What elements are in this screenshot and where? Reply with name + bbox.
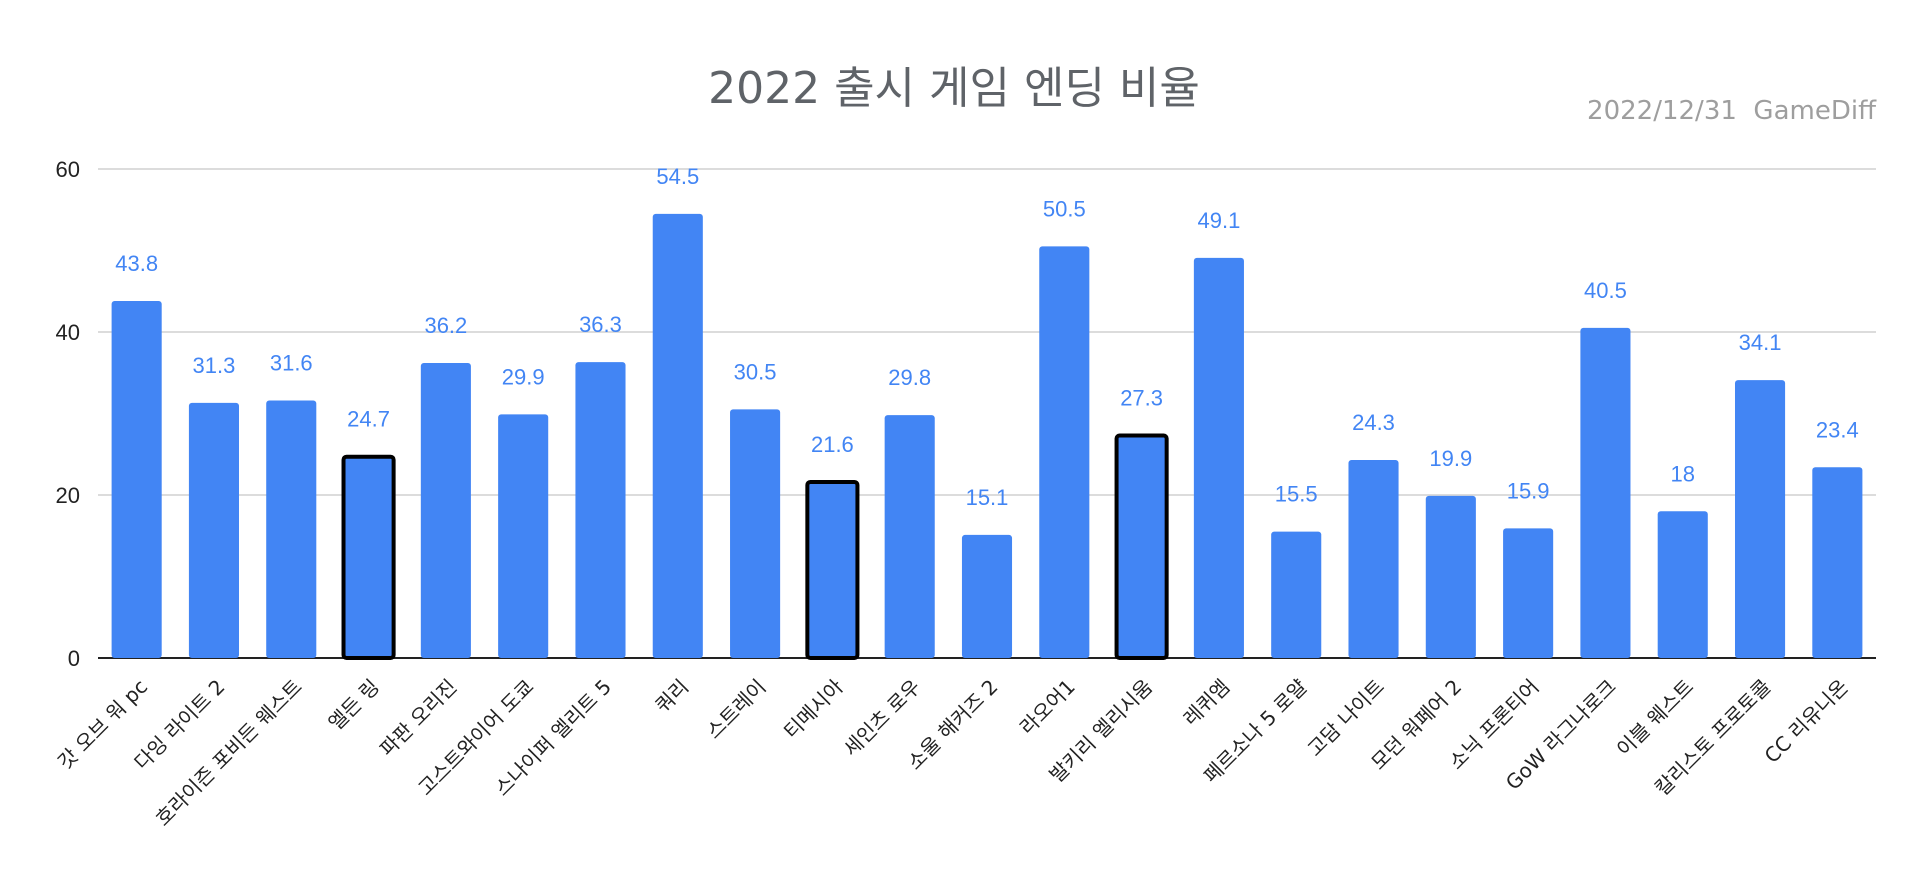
- data-label: 36.2: [424, 313, 467, 338]
- data-label: 43.8: [115, 251, 158, 276]
- data-label: 54.5: [656, 164, 699, 189]
- data-label: 24.3: [1352, 410, 1395, 435]
- data-label: 50.5: [1043, 196, 1086, 221]
- bar: [1425, 495, 1476, 658]
- x-tick-label: 스트레이: [702, 675, 771, 744]
- bar: [1812, 467, 1863, 658]
- x-tick-label: 쿼리: [650, 675, 693, 718]
- x-tick-label: CC 리유니온: [1760, 675, 1853, 768]
- bar: [420, 362, 471, 658]
- data-label: 15.1: [966, 485, 1009, 510]
- y-tick-label: 20: [56, 483, 80, 508]
- bar: [188, 402, 240, 658]
- data-label: 18: [1670, 461, 1694, 486]
- data-label: 49.1: [1197, 208, 1240, 233]
- data-label: 40.5: [1584, 278, 1627, 303]
- x-tick-label: 레퀴엠: [1178, 675, 1234, 731]
- y-tick-label: 40: [56, 320, 80, 345]
- bar: [1271, 531, 1322, 658]
- bar-layer: [111, 213, 1863, 660]
- data-label: 24.7: [347, 407, 390, 432]
- data-label: 31.6: [270, 350, 313, 375]
- data-label: 34.1: [1739, 330, 1782, 355]
- bar-highlighted: [805, 479, 860, 660]
- data-label: 19.9: [1429, 446, 1472, 471]
- bar: [730, 409, 781, 658]
- y-tick-label: 0: [68, 646, 80, 671]
- bar: [1039, 246, 1090, 659]
- y-tick-label: 60: [56, 157, 80, 182]
- data-label-layer: 43.8 31.3 31.6 24.7 36.2 29.9 36.3 54.5 30.5 21.6…: [115, 164, 1859, 510]
- data-label: 27.3: [1120, 386, 1163, 411]
- bar: [1657, 511, 1708, 658]
- chart-subtitle: 2022/12/31 GameDiff: [1587, 96, 1876, 126]
- bar: [498, 414, 549, 658]
- bar: [1193, 257, 1244, 658]
- x-tick-label: 엘든 링: [324, 675, 385, 736]
- x-tick-label: 호라이즌 포비든 웨스트: [151, 675, 307, 831]
- bar: [884, 415, 935, 658]
- bar: [575, 362, 626, 658]
- data-label: 36.3: [579, 312, 622, 337]
- bar: [1734, 380, 1786, 658]
- bar: [1348, 459, 1399, 658]
- bar: [1503, 528, 1554, 658]
- data-label: 15.9: [1507, 478, 1550, 503]
- x-tick-label: 티메시아: [779, 675, 848, 744]
- bar-highlighted: [341, 454, 396, 660]
- data-label: 15.5: [1275, 482, 1318, 507]
- data-label: 30.5: [734, 359, 777, 384]
- bar: [111, 301, 162, 658]
- data-label: 21.6: [811, 432, 854, 457]
- bar-highlighted: [1114, 433, 1169, 660]
- data-label: 31.3: [193, 353, 236, 378]
- data-label: 29.9: [502, 364, 545, 389]
- bar: [1580, 327, 1631, 658]
- x-tick-label: 라오어1: [1015, 675, 1080, 740]
- data-label: 23.4: [1816, 417, 1859, 442]
- bar: [266, 400, 317, 658]
- chart-title: 2022 출시 게임 엔딩 비율: [708, 63, 1200, 114]
- bar: [961, 534, 1013, 658]
- bar: [652, 213, 703, 658]
- data-label: 29.8: [888, 365, 931, 390]
